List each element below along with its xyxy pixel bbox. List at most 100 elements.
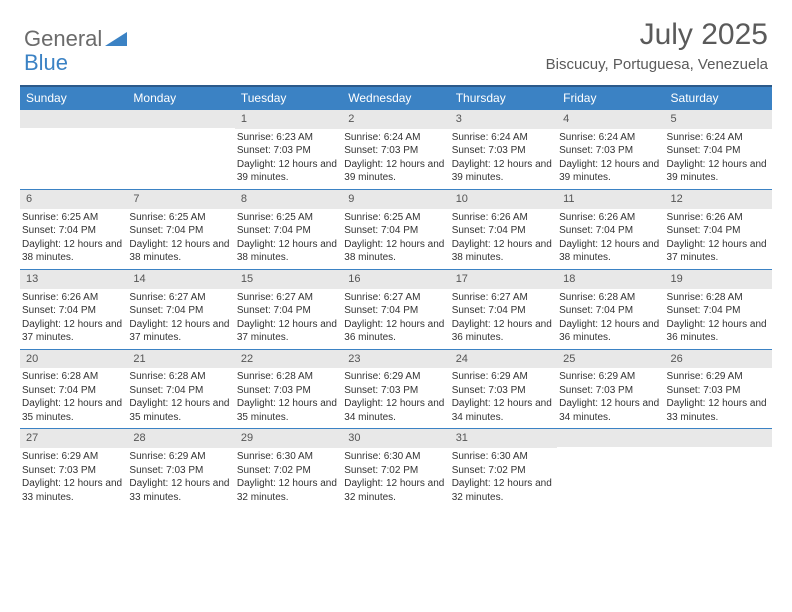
day-number: 19 [665, 270, 772, 289]
day-cell: 5Sunrise: 6:24 AMSunset: 7:04 PMDaylight… [665, 110, 772, 189]
day-body: Sunrise: 6:29 AMSunset: 7:03 PMDaylight:… [127, 448, 234, 508]
day-cell: 22Sunrise: 6:28 AMSunset: 7:03 PMDayligh… [235, 350, 342, 429]
day-number: 15 [235, 270, 342, 289]
week-row: 6Sunrise: 6:25 AMSunset: 7:04 PMDaylight… [20, 189, 772, 269]
day-number: 20 [20, 350, 127, 369]
sunrise-line: Sunrise: 6:30 AM [452, 450, 555, 464]
sunset-line: Sunset: 7:04 PM [22, 304, 125, 318]
sunrise-line: Sunrise: 6:29 AM [22, 450, 125, 464]
day-cell: 26Sunrise: 6:29 AMSunset: 7:03 PMDayligh… [665, 350, 772, 429]
day-cell [557, 429, 664, 508]
day-number: 24 [450, 350, 557, 369]
day-body: Sunrise: 6:26 AMSunset: 7:04 PMDaylight:… [557, 209, 664, 269]
sunset-line: Sunset: 7:04 PM [452, 224, 555, 238]
day-number: 13 [20, 270, 127, 289]
day-number: 10 [450, 190, 557, 209]
daylight-line: Daylight: 12 hours and 37 minutes. [237, 318, 340, 345]
daylight-line: Daylight: 12 hours and 39 minutes. [237, 158, 340, 185]
sunrise-line: Sunrise: 6:28 AM [667, 291, 770, 305]
day-body: Sunrise: 6:26 AMSunset: 7:04 PMDaylight:… [450, 209, 557, 269]
daylight-line: Daylight: 12 hours and 34 minutes. [452, 397, 555, 424]
day-body: Sunrise: 6:28 AMSunset: 7:04 PMDaylight:… [665, 289, 772, 349]
daylight-line: Daylight: 12 hours and 39 minutes. [344, 158, 447, 185]
day-number: 8 [235, 190, 342, 209]
header: General July 2025 Biscucuy, Portuguesa, … [0, 0, 792, 77]
day-number: 25 [557, 350, 664, 369]
sunset-line: Sunset: 7:02 PM [237, 464, 340, 478]
day-body: Sunrise: 6:28 AMSunset: 7:04 PMDaylight:… [557, 289, 664, 349]
day-cell: 9Sunrise: 6:25 AMSunset: 7:04 PMDaylight… [342, 190, 449, 269]
sunset-line: Sunset: 7:03 PM [344, 144, 447, 158]
daylight-line: Daylight: 12 hours and 33 minutes. [22, 477, 125, 504]
sunset-line: Sunset: 7:04 PM [559, 224, 662, 238]
week-row: 1Sunrise: 6:23 AMSunset: 7:03 PMDaylight… [20, 109, 772, 189]
sunrise-line: Sunrise: 6:27 AM [344, 291, 447, 305]
daylight-line: Daylight: 12 hours and 37 minutes. [22, 318, 125, 345]
daylight-line: Daylight: 12 hours and 33 minutes. [667, 397, 770, 424]
day-cell: 8Sunrise: 6:25 AMSunset: 7:04 PMDaylight… [235, 190, 342, 269]
title-block: July 2025 Biscucuy, Portuguesa, Venezuel… [546, 18, 768, 73]
sunrise-line: Sunrise: 6:27 AM [452, 291, 555, 305]
day-number: 29 [235, 429, 342, 448]
day-body: Sunrise: 6:27 AMSunset: 7:04 PMDaylight:… [235, 289, 342, 349]
day-number: 11 [557, 190, 664, 209]
day-number: 9 [342, 190, 449, 209]
day-cell: 27Sunrise: 6:29 AMSunset: 7:03 PMDayligh… [20, 429, 127, 508]
day-body: Sunrise: 6:29 AMSunset: 7:03 PMDaylight:… [20, 448, 127, 508]
day-number: 5 [665, 110, 772, 129]
day-cell: 17Sunrise: 6:27 AMSunset: 7:04 PMDayligh… [450, 270, 557, 349]
day-cell: 30Sunrise: 6:30 AMSunset: 7:02 PMDayligh… [342, 429, 449, 508]
sunrise-line: Sunrise: 6:26 AM [22, 291, 125, 305]
daylight-line: Daylight: 12 hours and 39 minutes. [452, 158, 555, 185]
sunset-line: Sunset: 7:03 PM [452, 384, 555, 398]
day-cell: 4Sunrise: 6:24 AMSunset: 7:03 PMDaylight… [557, 110, 664, 189]
sunrise-line: Sunrise: 6:26 AM [452, 211, 555, 225]
daylight-line: Daylight: 12 hours and 37 minutes. [129, 318, 232, 345]
daylight-line: Daylight: 12 hours and 38 minutes. [344, 238, 447, 265]
daylight-line: Daylight: 12 hours and 39 minutes. [667, 158, 770, 185]
sunrise-line: Sunrise: 6:30 AM [344, 450, 447, 464]
daylight-line: Daylight: 12 hours and 35 minutes. [237, 397, 340, 424]
day-number: 16 [342, 270, 449, 289]
day-cell [127, 110, 234, 189]
day-cell: 31Sunrise: 6:30 AMSunset: 7:02 PMDayligh… [450, 429, 557, 508]
sunrise-line: Sunrise: 6:23 AM [237, 131, 340, 145]
day-body: Sunrise: 6:30 AMSunset: 7:02 PMDaylight:… [450, 448, 557, 508]
day-body: Sunrise: 6:29 AMSunset: 7:03 PMDaylight:… [342, 368, 449, 428]
weekday-header-row: SundayMondayTuesdayWednesdayThursdayFrid… [20, 85, 772, 109]
day-body: Sunrise: 6:30 AMSunset: 7:02 PMDaylight:… [342, 448, 449, 508]
day-number: 3 [450, 110, 557, 129]
day-number: 12 [665, 190, 772, 209]
daylight-line: Daylight: 12 hours and 37 minutes. [667, 238, 770, 265]
day-cell: 14Sunrise: 6:27 AMSunset: 7:04 PMDayligh… [127, 270, 234, 349]
sunset-line: Sunset: 7:03 PM [559, 144, 662, 158]
day-number: 28 [127, 429, 234, 448]
logo-text-2: Blue [24, 50, 68, 76]
empty-day-number [127, 110, 234, 128]
day-cell: 7Sunrise: 6:25 AMSunset: 7:04 PMDaylight… [127, 190, 234, 269]
sunset-line: Sunset: 7:03 PM [667, 384, 770, 398]
sunrise-line: Sunrise: 6:29 AM [559, 370, 662, 384]
sunrise-line: Sunrise: 6:25 AM [237, 211, 340, 225]
daylight-line: Daylight: 12 hours and 32 minutes. [237, 477, 340, 504]
daylight-line: Daylight: 12 hours and 39 minutes. [559, 158, 662, 185]
month-title: July 2025 [546, 18, 768, 52]
sunset-line: Sunset: 7:04 PM [667, 304, 770, 318]
day-cell: 15Sunrise: 6:27 AMSunset: 7:04 PMDayligh… [235, 270, 342, 349]
day-cell: 24Sunrise: 6:29 AMSunset: 7:03 PMDayligh… [450, 350, 557, 429]
day-number: 21 [127, 350, 234, 369]
day-cell: 16Sunrise: 6:27 AMSunset: 7:04 PMDayligh… [342, 270, 449, 349]
daylight-line: Daylight: 12 hours and 32 minutes. [344, 477, 447, 504]
sunset-line: Sunset: 7:04 PM [344, 224, 447, 238]
daylight-line: Daylight: 12 hours and 36 minutes. [559, 318, 662, 345]
sunset-line: Sunset: 7:03 PM [237, 384, 340, 398]
day-number: 14 [127, 270, 234, 289]
sunset-line: Sunset: 7:04 PM [452, 304, 555, 318]
day-number: 2 [342, 110, 449, 129]
empty-day-number [20, 110, 127, 128]
daylight-line: Daylight: 12 hours and 35 minutes. [129, 397, 232, 424]
day-body: Sunrise: 6:28 AMSunset: 7:03 PMDaylight:… [235, 368, 342, 428]
day-body: Sunrise: 6:28 AMSunset: 7:04 PMDaylight:… [20, 368, 127, 428]
daylight-line: Daylight: 12 hours and 38 minutes. [559, 238, 662, 265]
sunrise-line: Sunrise: 6:27 AM [237, 291, 340, 305]
